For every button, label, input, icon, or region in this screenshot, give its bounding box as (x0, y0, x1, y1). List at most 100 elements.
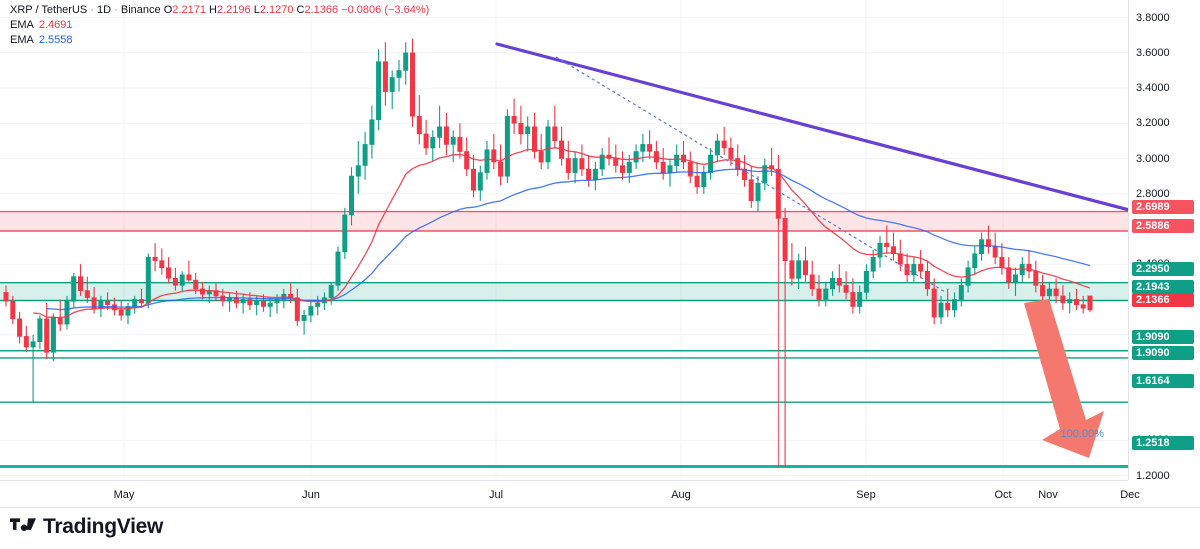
candle-body (985, 239, 991, 247)
price-level-label-1.2518[interactable]: 1.2518 (1132, 436, 1194, 450)
indicator-row-ema-fast[interactable]: EMA 2.4691 (10, 19, 429, 33)
candle-body (1012, 274, 1018, 283)
candle-body (1074, 299, 1080, 305)
candle-body (863, 270, 869, 293)
tradingview-logo: TradingView (10, 515, 163, 539)
candle-body (17, 318, 23, 337)
candle-body (762, 165, 768, 184)
price-level-label-2.2950[interactable]: 2.2950 (1132, 262, 1194, 276)
price-level-label-1.6164[interactable]: 1.6164 (1132, 374, 1194, 388)
candle-body (179, 274, 185, 286)
candle-body (931, 288, 937, 318)
price-tick: 2.8000 (1136, 187, 1170, 200)
candle-body (159, 260, 165, 269)
candle-body (619, 165, 625, 173)
down-arrow-icon (1024, 299, 1104, 458)
candle-body (958, 285, 964, 300)
time-scale-bottom-divider (0, 507, 1200, 508)
candle-body (830, 277, 836, 290)
candle-body (802, 260, 808, 276)
symbol-name[interactable]: XRP / TetherUS (10, 4, 88, 16)
candle-body (755, 182, 761, 202)
candle-body (613, 158, 619, 166)
tradingview-mark-icon (10, 518, 36, 531)
candle-body (796, 260, 802, 279)
time-scale[interactable]: May Jun Jul Aug Sep Oct Nov Dec (0, 480, 1200, 508)
close-value: 2.1366 (304, 4, 339, 16)
price-level-label-2.5886[interactable]: 2.5886 (1132, 219, 1194, 233)
candle-body (1026, 263, 1032, 272)
candle-body (633, 151, 639, 163)
candle-body (3, 292, 9, 302)
legend-symbol-row[interactable]: XRP / TetherUS · 1D · Binance O2.2171 H2… (10, 4, 429, 18)
candle-body (498, 161, 504, 177)
candle-body (78, 276, 84, 292)
candle-body (938, 302, 944, 318)
price-level-label-2.1366[interactable]: 2.1366 (1132, 293, 1194, 307)
candle-body (999, 256, 1005, 269)
candle-body (308, 306, 314, 316)
candle-body (531, 126, 537, 152)
price-level-label-1.9090[interactable]: 1.9090 (1132, 346, 1194, 360)
candle-body (84, 290, 90, 298)
open-value: 2.2171 (172, 4, 206, 16)
indicator-row-ema-slow[interactable]: EMA 2.5558 (10, 34, 429, 48)
candle-body (924, 270, 930, 290)
legend-separator-2: · (114, 4, 118, 16)
interval-label[interactable]: 1D (97, 4, 112, 16)
close-label: C (296, 4, 305, 16)
candle-body (409, 52, 415, 117)
exchange-label[interactable]: Binance (120, 4, 161, 16)
candle-body (809, 274, 815, 290)
candle-body (64, 300, 70, 325)
candle-body (511, 116, 517, 124)
candle-body (918, 263, 924, 272)
candle-body (884, 242, 890, 247)
candle-body (1080, 304, 1086, 309)
price-zone-resistance (0, 211, 1128, 231)
candle-body (430, 137, 436, 149)
candle-body (992, 246, 998, 258)
time-tick-may: May (113, 489, 135, 501)
candle-body (369, 119, 375, 145)
descending-trendline[interactable] (495, 42, 1128, 216)
candle-body (71, 276, 77, 302)
low-value: 2.1270 (259, 4, 294, 16)
candle-body (599, 154, 605, 170)
candle-body (315, 302, 321, 307)
price-level-label-1.9090[interactable]: 1.9090 (1132, 330, 1194, 344)
candle-body (145, 256, 151, 304)
price-scale[interactable]: 3.80003.60003.40003.20003.00002.80002.40… (1128, 0, 1200, 482)
candle-body (870, 256, 876, 272)
chart-canvas[interactable] (0, 0, 1128, 480)
candle-body (172, 277, 178, 286)
tradingview-wordmark: TradingView (43, 515, 164, 538)
chart-plot-area[interactable] (0, 0, 1128, 480)
candle-body (450, 137, 456, 145)
candle-body (626, 161, 632, 174)
ema-slow-value: 2.5558 (38, 33, 73, 46)
time-tick-oct: Oct (994, 489, 1012, 501)
candle-body (382, 61, 388, 92)
candle-body (1053, 288, 1059, 297)
candle-body (586, 168, 592, 181)
ema-fast-name: EMA (10, 18, 34, 31)
candle-body (220, 295, 226, 302)
candle-body (782, 218, 788, 261)
time-scale-divider (0, 480, 1128, 481)
candle-body (125, 306, 131, 316)
candle-body (1087, 295, 1093, 311)
price-level-label-2.6989[interactable]: 2.6989 (1132, 200, 1194, 214)
price-tick: 3.0000 (1136, 152, 1170, 165)
price-level-label-2.1943[interactable]: 2.1943 (1132, 280, 1194, 294)
legend-separator-1: · (90, 4, 94, 16)
candle-body (91, 297, 97, 309)
price-tick: 3.4000 (1136, 82, 1170, 95)
candle-body (979, 239, 985, 255)
time-tick-sep: Sep (856, 489, 876, 501)
ema-fast-line (33, 147, 1091, 319)
dotted-trendline[interactable] (555, 56, 946, 293)
candle-body (30, 341, 36, 348)
candle-body (443, 126, 449, 145)
